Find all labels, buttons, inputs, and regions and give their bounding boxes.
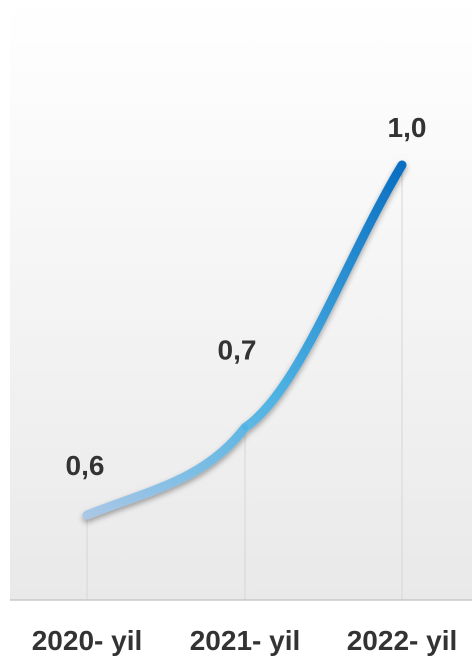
data-labels: 0,6 0,7 1,0: [66, 112, 427, 481]
data-point-1: [84, 512, 90, 518]
x-tick-label-2: 2021- yil: [190, 625, 301, 656]
data-label-3: 1,0: [388, 112, 427, 143]
x-tick-label-1: 2020- yil: [32, 625, 143, 656]
x-tick-label-3: 2022- yil: [347, 625, 458, 656]
guide-lines: [86, 165, 403, 600]
x-axis-tick-labels: 2020- yil 2021- yil 2022- yil: [32, 625, 458, 656]
plot-background: [10, 0, 472, 600]
data-point-3: [399, 162, 405, 168]
data-label-2: 0,7: [218, 335, 257, 366]
data-point-2: [242, 424, 248, 431]
data-label-1: 0,6: [66, 450, 105, 481]
data-points: [84, 162, 405, 518]
series-line: [82, 160, 407, 520]
